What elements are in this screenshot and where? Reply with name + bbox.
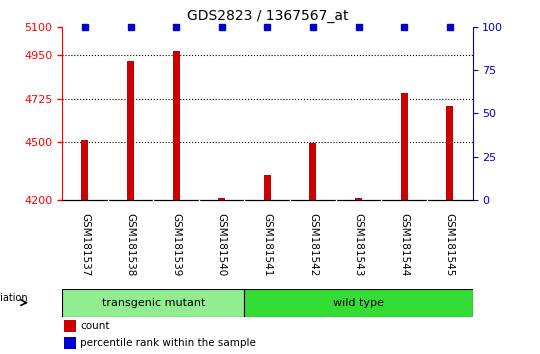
Bar (64, 320, 76, 332)
Text: GSM181544: GSM181544 (399, 212, 409, 276)
Text: wild type: wild type (333, 298, 384, 308)
Bar (127, 61, 134, 200)
Text: count: count (80, 321, 110, 331)
Bar (218, 198, 225, 200)
Bar (264, 175, 271, 200)
Text: percentile rank within the sample: percentile rank within the sample (80, 338, 256, 348)
FancyBboxPatch shape (245, 289, 472, 317)
Text: genotype/variation: genotype/variation (0, 293, 28, 303)
Bar (64, 337, 76, 349)
Title: GDS2823 / 1367567_at: GDS2823 / 1367567_at (186, 9, 348, 23)
Text: GSM181537: GSM181537 (80, 212, 90, 276)
Bar (446, 105, 453, 200)
Text: GSM181545: GSM181545 (445, 212, 455, 276)
Bar (309, 143, 316, 200)
Bar (173, 51, 179, 200)
Text: GSM181542: GSM181542 (308, 212, 318, 276)
Text: GSM181538: GSM181538 (125, 212, 136, 276)
Text: GSM181543: GSM181543 (354, 212, 363, 276)
FancyBboxPatch shape (62, 289, 245, 317)
Text: GSM181539: GSM181539 (171, 212, 181, 276)
Bar (355, 198, 362, 200)
Text: GSM181540: GSM181540 (217, 213, 227, 276)
Text: transgenic mutant: transgenic mutant (102, 298, 205, 308)
Text: GSM181541: GSM181541 (262, 212, 272, 276)
Bar (82, 140, 89, 200)
Bar (401, 93, 408, 200)
